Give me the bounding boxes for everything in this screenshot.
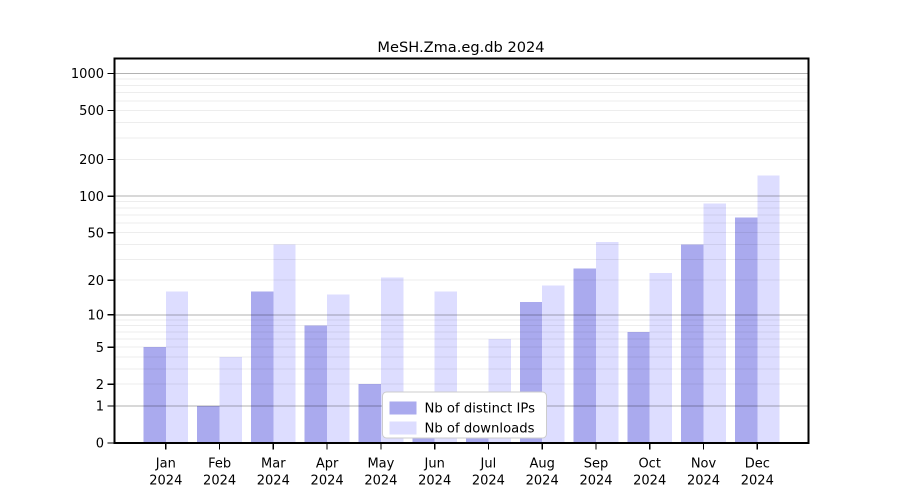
plot-border [113,57,810,444]
bar-downloads-oct [649,273,673,443]
legend: Nb of distinct IPs Nb of downloads [382,391,547,439]
bar-distinct-ips-apr [304,325,328,443]
bar-distinct-ips-oct [627,331,650,443]
y-tick-label-100: 100 [79,190,104,205]
x-tick-label-apr: Apr [316,457,339,472]
bar-downloads-aug [542,285,565,443]
chart-title: MeSH.Zma.eg.db 2024 [377,39,544,56]
legend-swatch-downloads [389,421,417,435]
y-tick-label-1: 1 [96,400,104,415]
x-tick-label-may: May [367,457,394,472]
x-tick-year-mar: 2024 [257,474,290,489]
legend-swatch-distinct-ips [389,401,417,415]
x-tick-year-apr: 2024 [311,474,344,489]
x-tick-year-dec: 2024 [741,474,774,489]
bar-downloads-jan [165,291,189,443]
bar-downloads-apr [327,294,350,443]
bar-downloads-mar [273,244,296,443]
x-tick-label-sep: Sep [584,457,609,472]
bar-downloads-nov [703,203,726,443]
y-tick-label-5: 5 [96,341,104,356]
x-tick-label-oct: Oct [638,457,660,472]
x-tick-label-feb: Feb [208,457,231,472]
legend-label-distinct-ips: Nb of distinct IPs [425,402,536,417]
y-tick-label-50: 50 [87,226,104,241]
bar-downloads-dec [757,175,780,443]
x-tick-year-jan: 2024 [149,474,182,489]
x-tick-label-dec: Dec [745,457,770,472]
legend-label-downloads: Nb of downloads [425,422,535,437]
x-tick-label-jan: Jan [155,457,176,472]
grid-layer [114,73,809,407]
x-tick-year-oct: 2024 [633,474,666,489]
x-tick-year-may: 2024 [364,474,397,489]
x-tick-label-aug: Aug [530,457,555,472]
x-tick-year-jun: 2024 [418,474,451,489]
legend-box [382,391,547,439]
bar-distinct-ips-feb [197,405,220,443]
y-tick-label-0: 0 [96,437,104,452]
bar-distinct-ips-jan [143,347,166,443]
bar-distinct-ips-may [358,384,381,443]
y-tick-label-500: 500 [79,104,104,119]
y-tick-label-10: 10 [87,308,104,323]
x-tick-year-jul: 2024 [472,474,505,489]
y-tick-label-200: 200 [79,153,104,168]
bar-distinct-ips-dec [734,217,758,443]
y-tick-label-1000: 1000 [71,67,104,82]
bar-distinct-ips-nov [681,244,704,443]
bar-downloads-sep [596,241,619,443]
bar-distinct-ips-mar [250,291,274,443]
x-tick-year-aug: 2024 [526,474,559,489]
x-tick-label-mar: Mar [261,457,286,472]
x-tick-year-feb: 2024 [203,474,236,489]
bars-layer [143,175,780,443]
y-tick-label-2: 2 [96,378,104,393]
bar-downloads-feb [219,356,242,443]
axes-layer: 0 1 2 5 10 20 50 100 200 500 1000 Jan 2024 Feb 2024 Mar… [71,57,810,489]
x-tick-label-jul: Jul [480,457,497,472]
x-tick-year-sep: 2024 [579,474,612,489]
bar-distinct-ips-sep [573,268,596,443]
x-tick-label-jun: Jun [424,457,445,472]
x-tick-year-nov: 2024 [687,474,720,489]
y-tick-label-20: 20 [87,274,104,289]
x-tick-label-nov: Nov [691,457,717,472]
